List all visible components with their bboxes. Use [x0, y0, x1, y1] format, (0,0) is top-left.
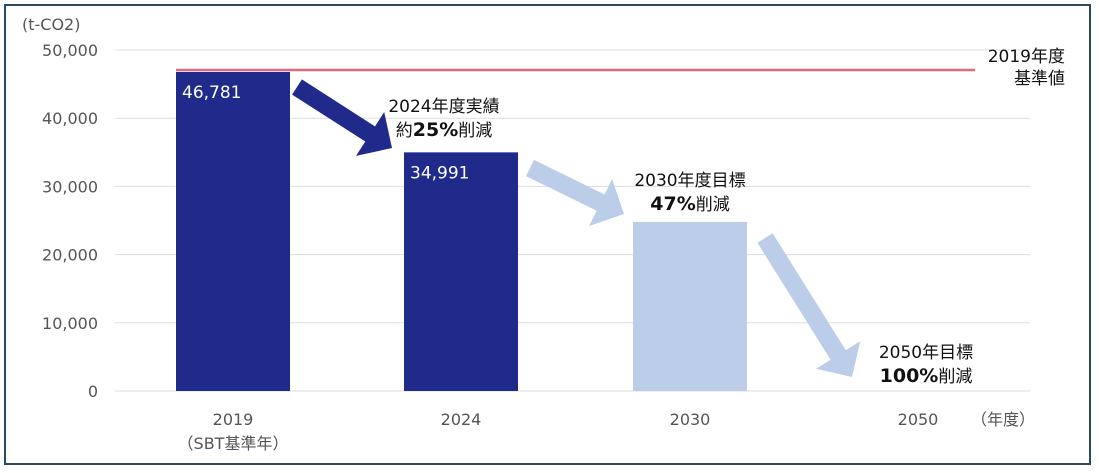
- y-tick-label: 10,000: [42, 314, 98, 333]
- bar-value-label: 34,991: [410, 163, 469, 183]
- annotation-suffix: 削減: [938, 367, 972, 387]
- annotation-title: 2050年目標: [879, 343, 973, 363]
- annotation-reduction: 47%削減: [650, 193, 729, 215]
- y-tick-label: 40,000: [42, 109, 98, 128]
- annotation-percent: 100%: [880, 365, 939, 387]
- y-tick-label: 50,000: [42, 41, 98, 60]
- y-unit-label: (t-CO2): [22, 15, 80, 34]
- reduction-arrow-2050: [757, 233, 861, 377]
- annotation-title: 2024年度実績: [388, 97, 499, 117]
- annotation-prefix: 約: [396, 121, 413, 141]
- y-tick-label: 0: [88, 382, 98, 401]
- x-tick-sublabel: （SBT基準年）: [178, 434, 289, 453]
- reduction-arrow-2024: [292, 79, 392, 156]
- annotation-suffix: 削減: [458, 121, 492, 141]
- reference-line-label: 基準値: [1014, 69, 1065, 89]
- bar-value-label: 46,781: [182, 83, 241, 103]
- x-tick-label: 2030: [670, 410, 711, 429]
- bar-2030: [633, 221, 747, 391]
- x-tick-label: 2019: [213, 410, 254, 429]
- annotation-percent: 47%: [650, 193, 695, 215]
- annotation-reduction: 約25%削減: [396, 119, 492, 141]
- x-tick-label: 2050: [898, 410, 939, 429]
- chart-frame: [4, 4, 1091, 465]
- annotation-suffix: 削減: [696, 195, 730, 215]
- annotation-percent: 25%: [413, 119, 458, 141]
- x-tick-label: 2024: [441, 410, 482, 429]
- annotation-reduction: 100%削減: [880, 365, 973, 387]
- x-unit-label: （年度）: [971, 410, 1035, 429]
- y-tick-label: 20,000: [42, 246, 98, 265]
- reduction-arrow-2030: [526, 159, 624, 226]
- bar-2019: [176, 71, 290, 391]
- annotation-title: 2030年度目標: [634, 171, 745, 191]
- y-tick-label: 30,000: [42, 177, 98, 196]
- reference-line-label: 2019年度: [988, 47, 1065, 67]
- bar-2024: [404, 152, 518, 391]
